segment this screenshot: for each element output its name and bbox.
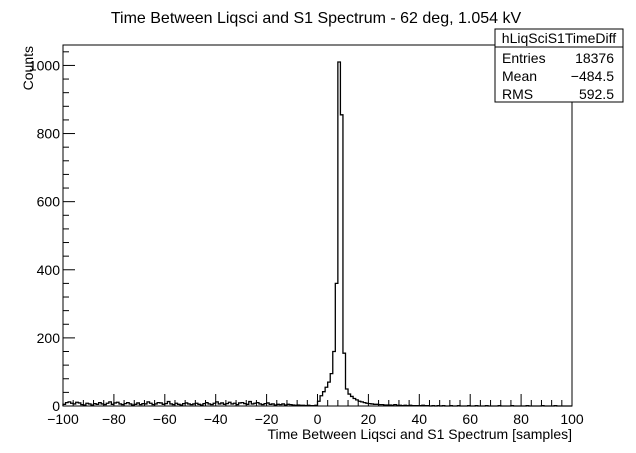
stats-entries-value: 18376: [575, 50, 614, 66]
chart-title: Time Between Liqsci and S1 Spectrum - 62…: [111, 10, 522, 27]
y-tick-label: 400: [37, 262, 61, 278]
y-axis-tick-labels: 0 200 400 600 800 1000: [29, 57, 60, 414]
y-tick-label: 200: [37, 330, 61, 346]
stats-mean-label: Mean: [502, 68, 537, 84]
stats-box-frame: [494, 28, 624, 103]
stats-box-title: hLiqSciS1TimeDiff: [502, 30, 616, 46]
histogram-series: [62, 61, 572, 407]
x-tick-label: −40: [204, 411, 228, 427]
x-tick-label: −60: [153, 411, 177, 427]
x-tick-label: 60: [462, 411, 478, 427]
x-tick-label: −80: [102, 411, 126, 427]
x-tick-label: 0: [314, 411, 322, 427]
x-tick-label: 20: [361, 411, 377, 427]
y-tick-label: 600: [37, 194, 61, 210]
y-axis-label: Counts: [20, 46, 36, 90]
x-axis-label: Time Between Liqsci and S1 Spectrum [sam…: [267, 426, 572, 442]
stats-entries-label: Entries: [502, 50, 546, 66]
x-axis-tick-labels: −100 −80 −60 −40 −20 0 20 40 60 80 100: [47, 411, 584, 427]
x-tick-label: 40: [412, 411, 428, 427]
x-tick-label: 100: [560, 411, 584, 427]
stats-mean-value: −484.5: [571, 68, 614, 84]
x-tick-label: 80: [513, 411, 529, 427]
y-tick-label: 800: [37, 126, 61, 142]
y-tick-label: 1000: [29, 57, 60, 73]
stats-rms-label: RMS: [502, 86, 533, 102]
y-tick-label: 0: [52, 398, 60, 414]
stats-rms-value: 592.5: [579, 86, 614, 102]
x-tick-label: −100: [47, 411, 79, 427]
stats-box: hLiqSciS1TimeDiff Entries 18376 Mean −48…: [494, 28, 624, 103]
y-axis-ticks: [63, 51, 75, 407]
x-tick-label: −20: [255, 411, 279, 427]
